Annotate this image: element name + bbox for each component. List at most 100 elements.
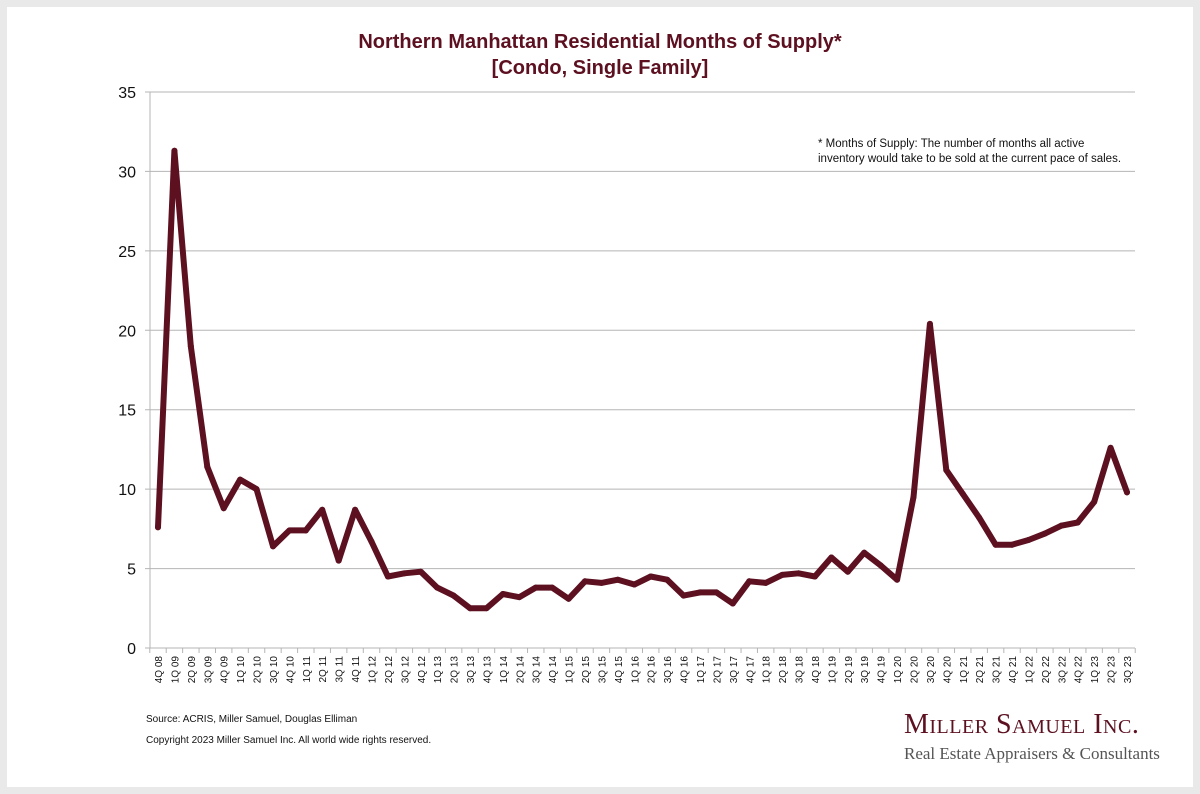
data-point-2Q-16	[647, 573, 654, 580]
y-tick-label: 10	[118, 482, 136, 499]
data-point-3Q-19	[861, 549, 868, 556]
data-point-3Q-22	[1058, 522, 1065, 529]
data-point-4Q-16	[680, 592, 687, 599]
x-axis: 4Q 08 1Q 09 2Q 09 3Q 09 4Q 09 1Q 10 2Q 10 3Q 10…	[149, 648, 1136, 684]
data-point-2Q-17	[713, 589, 720, 596]
x-tick-label: 3Q 14	[532, 656, 543, 684]
data-point-1Q-12	[368, 538, 375, 545]
x-tick-label: 2Q 09	[187, 656, 198, 684]
x-tick-label: 2Q 11	[318, 656, 329, 683]
x-tick-label: 4Q 10	[285, 656, 296, 684]
data-point-1Q-13	[434, 584, 441, 591]
data-point-2Q-10	[253, 486, 260, 493]
gridlines	[145, 91, 1135, 649]
x-tick-label: 4Q 16	[680, 656, 691, 684]
data-point-4Q-19	[877, 562, 884, 569]
y-tick-label: 15	[118, 403, 136, 420]
data-point-1Q-17	[696, 589, 703, 596]
x-tick-label: 4Q 15	[614, 656, 625, 684]
x-tick-label: 1Q 10	[236, 656, 247, 684]
data-point-3Q-09	[204, 463, 211, 470]
data-point-3Q-21	[992, 541, 999, 548]
x-tick-label: 1Q 11	[302, 656, 313, 683]
x-tick-label: 2Q 12	[384, 656, 395, 684]
x-tick-label: 1Q 19	[827, 656, 838, 684]
x-tick-label: 3Q 17	[729, 656, 740, 684]
data-point-1Q-21	[959, 490, 966, 497]
x-tick-label: 4Q 21	[1008, 656, 1019, 684]
data-point-2Q-09	[187, 343, 194, 350]
data-point-2Q-22	[1041, 530, 1048, 537]
x-tick-label: 4Q 08	[154, 656, 165, 684]
data-point-2Q-18	[779, 571, 786, 578]
x-tick-label: 3Q 16	[663, 656, 674, 684]
logo-name: Miller Samuel Inc.	[904, 709, 1140, 740]
data-point-2Q-15	[582, 578, 589, 585]
chart-card	[7, 7, 1193, 787]
x-tick-label: 2Q 15	[581, 656, 592, 684]
x-tick-label: 3Q 21	[992, 656, 1003, 684]
x-tick-label: 2Q 22	[1041, 656, 1052, 684]
x-tick-label: 1Q 16	[630, 656, 641, 684]
x-tick-label: 3Q 10	[269, 656, 280, 684]
data-point-2Q-21	[976, 514, 983, 521]
data-point-4Q-21	[1009, 541, 1016, 548]
data-point-4Q-13	[483, 605, 490, 612]
x-tick-label: 2Q 19	[844, 656, 855, 684]
copyright-text: Copyright 2023 Miller Samuel Inc. All wo…	[146, 735, 432, 746]
data-point-3Q-12	[401, 570, 408, 577]
data-point-2Q-13	[450, 592, 457, 599]
data-point-4Q-09	[220, 505, 227, 512]
x-tick-label: 2Q 10	[253, 656, 264, 684]
data-point-4Q-18	[811, 573, 818, 580]
data-point-2Q-11	[319, 506, 326, 513]
data-point-1Q-19	[828, 554, 835, 561]
data-point-4Q-14	[549, 584, 556, 591]
x-tick-label: 1Q 13	[433, 656, 444, 684]
chart-subtitle: [Condo, Single Family]	[491, 57, 709, 79]
x-tick-label: 2Q 23	[1107, 656, 1118, 684]
data-point-4Q-17	[746, 578, 753, 585]
source-text: Source: ACRIS, Miller Samuel, Douglas El…	[146, 714, 358, 725]
data-point-3Q-18	[795, 570, 802, 577]
x-tick-label: 4Q 11	[351, 656, 362, 683]
y-tick-label: 5	[127, 562, 136, 579]
x-tick-label: 4Q 12	[417, 656, 428, 684]
x-tick-label: 4Q 18	[811, 656, 822, 684]
x-tick-label: 1Q 12	[368, 656, 379, 684]
data-point-3Q-20	[926, 320, 933, 327]
data-point-4Q-10	[286, 527, 293, 534]
data-point-3Q-11	[335, 557, 342, 564]
series-line-months-of-supply	[155, 147, 1130, 612]
x-tick-label: 2Q 20	[909, 656, 920, 684]
data-point-1Q-10	[237, 476, 244, 483]
data-point-2Q-19	[844, 568, 851, 575]
x-tick-label: 2Q 16	[647, 656, 658, 684]
y-axis: 0 5 10 15 20 25 30 35	[118, 85, 151, 658]
data-point-4Q-20	[943, 467, 950, 474]
logo-tagline: Real Estate Appraisers & Consultants	[904, 744, 1160, 763]
x-tick-label: 1Q 20	[893, 656, 904, 684]
x-tick-label: 2Q 17	[712, 656, 723, 684]
x-tick-label: 1Q 22	[1024, 656, 1035, 684]
data-point-4Q-15	[614, 576, 621, 583]
y-tick-label: 25	[118, 244, 136, 261]
data-point-1Q-14	[499, 590, 506, 597]
x-tick-label: 1Q 09	[170, 656, 181, 684]
y-tick-label: 30	[118, 164, 136, 181]
x-tick-label: 1Q 17	[696, 656, 707, 684]
x-tick-label: 1Q 18	[762, 656, 773, 684]
chart-title: Northern Manhattan Residential Months of…	[0, 29, 1200, 81]
x-tick-label: 3Q 15	[597, 656, 608, 684]
x-tick-label: 3Q 18	[795, 656, 806, 684]
data-point-1Q-16	[631, 581, 638, 588]
data-point-1Q-22	[1025, 536, 1032, 543]
chart-annotation: * Months of Supply: The number of months…	[818, 137, 1121, 167]
data-point-3Q-16	[664, 576, 671, 583]
annotation-line-1: * Months of Supply: The number of months…	[818, 138, 1085, 150]
annotation-line-2: inventory would take to be sold at the c…	[818, 153, 1122, 165]
x-tick-label: 3Q 11	[335, 656, 346, 683]
x-tick-label: 1Q 23	[1090, 656, 1101, 684]
x-tick-label: 3Q 13	[466, 656, 477, 684]
data-point-4Q-22	[1074, 519, 1081, 526]
